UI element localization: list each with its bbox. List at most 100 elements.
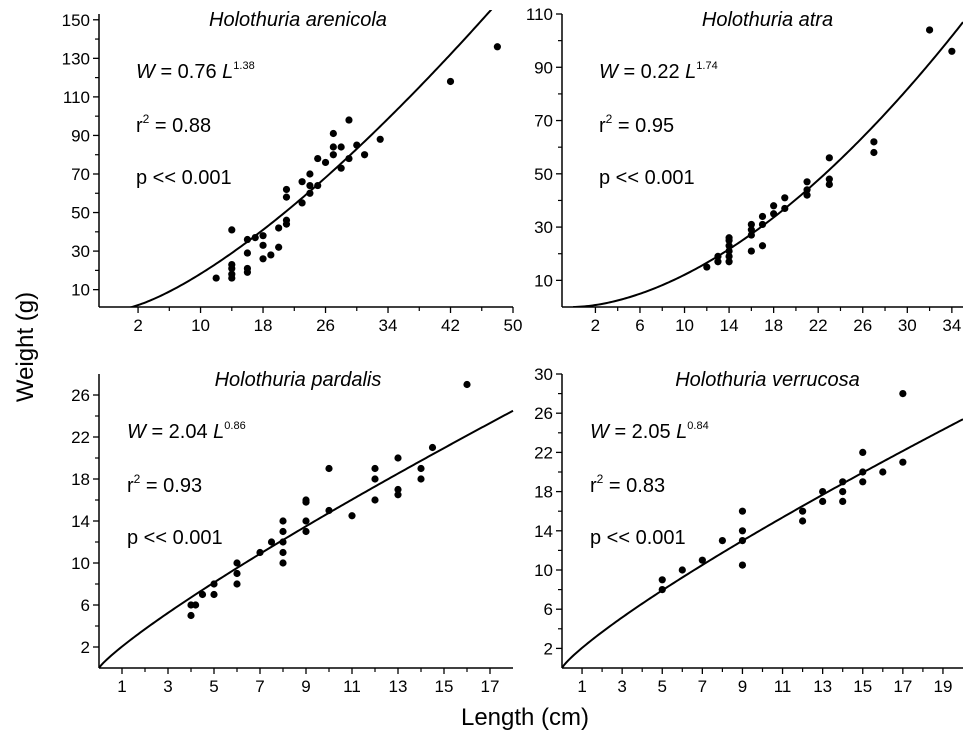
panel-4-xtick-label: 7 (698, 677, 707, 696)
panel-1-ytick-label: 90 (71, 126, 90, 145)
panel-4-data-point (859, 468, 867, 476)
panel-4-data-point (899, 390, 907, 398)
panel-2-data-point (747, 247, 755, 255)
panel-2-data-point (758, 220, 767, 229)
panel-2-ytick-label: 30 (534, 218, 553, 237)
panel-4-xtick-label: 3 (617, 677, 626, 696)
panel-1-data-point (243, 264, 252, 273)
panel-4-ytick-label: 14 (534, 522, 553, 541)
panel-4-equation: W = 2.05 L0.84 (590, 420, 709, 443)
panel-4-data-point (738, 507, 747, 515)
panel-2-data-point (747, 231, 755, 239)
panel-2-title: Holothuria atra (702, 9, 833, 31)
panel-1-data-point (228, 226, 236, 234)
panel-3-ytick-label: 18 (71, 470, 90, 489)
panel-1-data-point (259, 255, 267, 263)
panel-4-data-point (738, 561, 747, 569)
panel-4-p-value: p << 0.001 (590, 527, 686, 549)
panel-1-ytick-label: 150 (62, 11, 90, 30)
panel-1-data-point (337, 164, 345, 172)
panel-3-xtick-label: 7 (255, 677, 264, 696)
panel-1-data-point (243, 249, 252, 257)
panel-3-xtick-label: 1 (117, 677, 126, 696)
panel-4-data-point (839, 478, 847, 486)
panel-4-xtick-label: 11 (774, 677, 792, 696)
panel-1-data-point (376, 135, 384, 143)
panel-3-data-point (371, 475, 379, 483)
panel-1-data-point (345, 154, 353, 163)
panel-4-data-point (718, 537, 727, 545)
panel-1-xtick-label: 34 (379, 316, 398, 335)
panel-3-fit-curve (99, 409, 514, 668)
panel-4-data-point (698, 556, 706, 564)
panel-2-data-point (770, 210, 778, 218)
panel-4-fit-curve (562, 418, 963, 668)
panel-4-data-point (658, 576, 666, 584)
y-axis-label: Weight (g) (12, 291, 39, 403)
panel-4-ytick-label: 10 (534, 561, 553, 580)
panel-4-ytick-label: 2 (544, 639, 553, 658)
panel-4-data-point (819, 497, 827, 505)
panel-3-data-point (325, 464, 333, 473)
panel-4-r-squared: r2 = 0.83 (590, 472, 665, 497)
panel-3-r-squared: r2 = 0.93 (127, 472, 202, 497)
panel-2-xtick-label: 22 (809, 316, 828, 335)
panel-1-data-point (212, 274, 220, 282)
panel-4-data-point (839, 497, 847, 505)
panel-1-data-point (345, 116, 353, 124)
panel-4-ytick-label: 6 (544, 600, 553, 619)
panel-3-data-point (325, 506, 333, 515)
panel-3-data-point (394, 485, 402, 494)
panel-3-data-point (428, 443, 437, 452)
panel-1-ytick-label: 70 (71, 165, 90, 184)
panel-2-xtick-label: 2 (591, 316, 600, 335)
panel-4-ytick-label: 22 (534, 443, 553, 462)
panel-3-data-point (371, 464, 379, 473)
panel-1-data-point (282, 193, 291, 201)
panel-1-data-point (360, 151, 369, 159)
panel-2-data-point (925, 26, 934, 34)
panel-3-ytick-label: 14 (71, 512, 90, 531)
panel-1-xtick-label: 10 (191, 316, 210, 335)
panel-3-data-point (192, 601, 200, 609)
panel-2-data-point (703, 263, 711, 271)
panel-2-xtick-label: 34 (942, 316, 961, 335)
panel-3-ytick-label: 10 (71, 554, 90, 573)
panel-2-data-point (825, 154, 833, 162)
panel-3-data-point (233, 569, 241, 578)
panel-1-data-point (298, 178, 306, 186)
panel-4-xtick-label: 5 (658, 677, 667, 696)
panel-1-fit-curve (127, 10, 493, 307)
panel-4-xtick-label: 19 (933, 677, 952, 696)
panel-4-xtick-label: 17 (893, 677, 912, 696)
panel-4-data-point (859, 478, 867, 486)
panel-4-data-point (799, 517, 807, 525)
panel-1-data-point (337, 143, 345, 151)
panel-4-data-point (879, 468, 887, 476)
panel-2-xtick-label: 6 (635, 316, 644, 335)
panel-3-data-point (210, 580, 218, 588)
panel-3-xtick-label: 11 (343, 677, 361, 696)
panel-3-data-point (256, 548, 264, 557)
panel-3-title: Holothuria pardalis (215, 369, 382, 391)
panel-2-data-point (781, 194, 789, 202)
panel-4-ytick-label: 30 (534, 365, 553, 384)
panel-2-ytick-label: 90 (534, 58, 553, 77)
panel-4-data-point (859, 448, 867, 456)
panel-3-data-point (279, 559, 287, 567)
panel-1-p-value: p << 0.001 (136, 167, 232, 189)
panel-1-data-point (493, 43, 501, 51)
panel-3-data-point (302, 498, 310, 506)
panel-1-data-point (329, 143, 337, 151)
panel-2-data-point (870, 148, 878, 157)
panel-3-data-point (187, 611, 195, 620)
panel-3-data-point (417, 464, 425, 473)
panel-1: 10 30 50 70 90 110 130 150 2 10 18 26 34 42 50 Holothur… (62, 9, 523, 335)
panel-1-data-point (306, 189, 314, 197)
panel-3-data-point (394, 454, 402, 462)
panel-2-data-point (825, 175, 833, 183)
panel-3-ytick-label: 6 (81, 596, 90, 615)
panel-3-data-point (267, 538, 276, 546)
panel-4-data-point (799, 507, 807, 515)
